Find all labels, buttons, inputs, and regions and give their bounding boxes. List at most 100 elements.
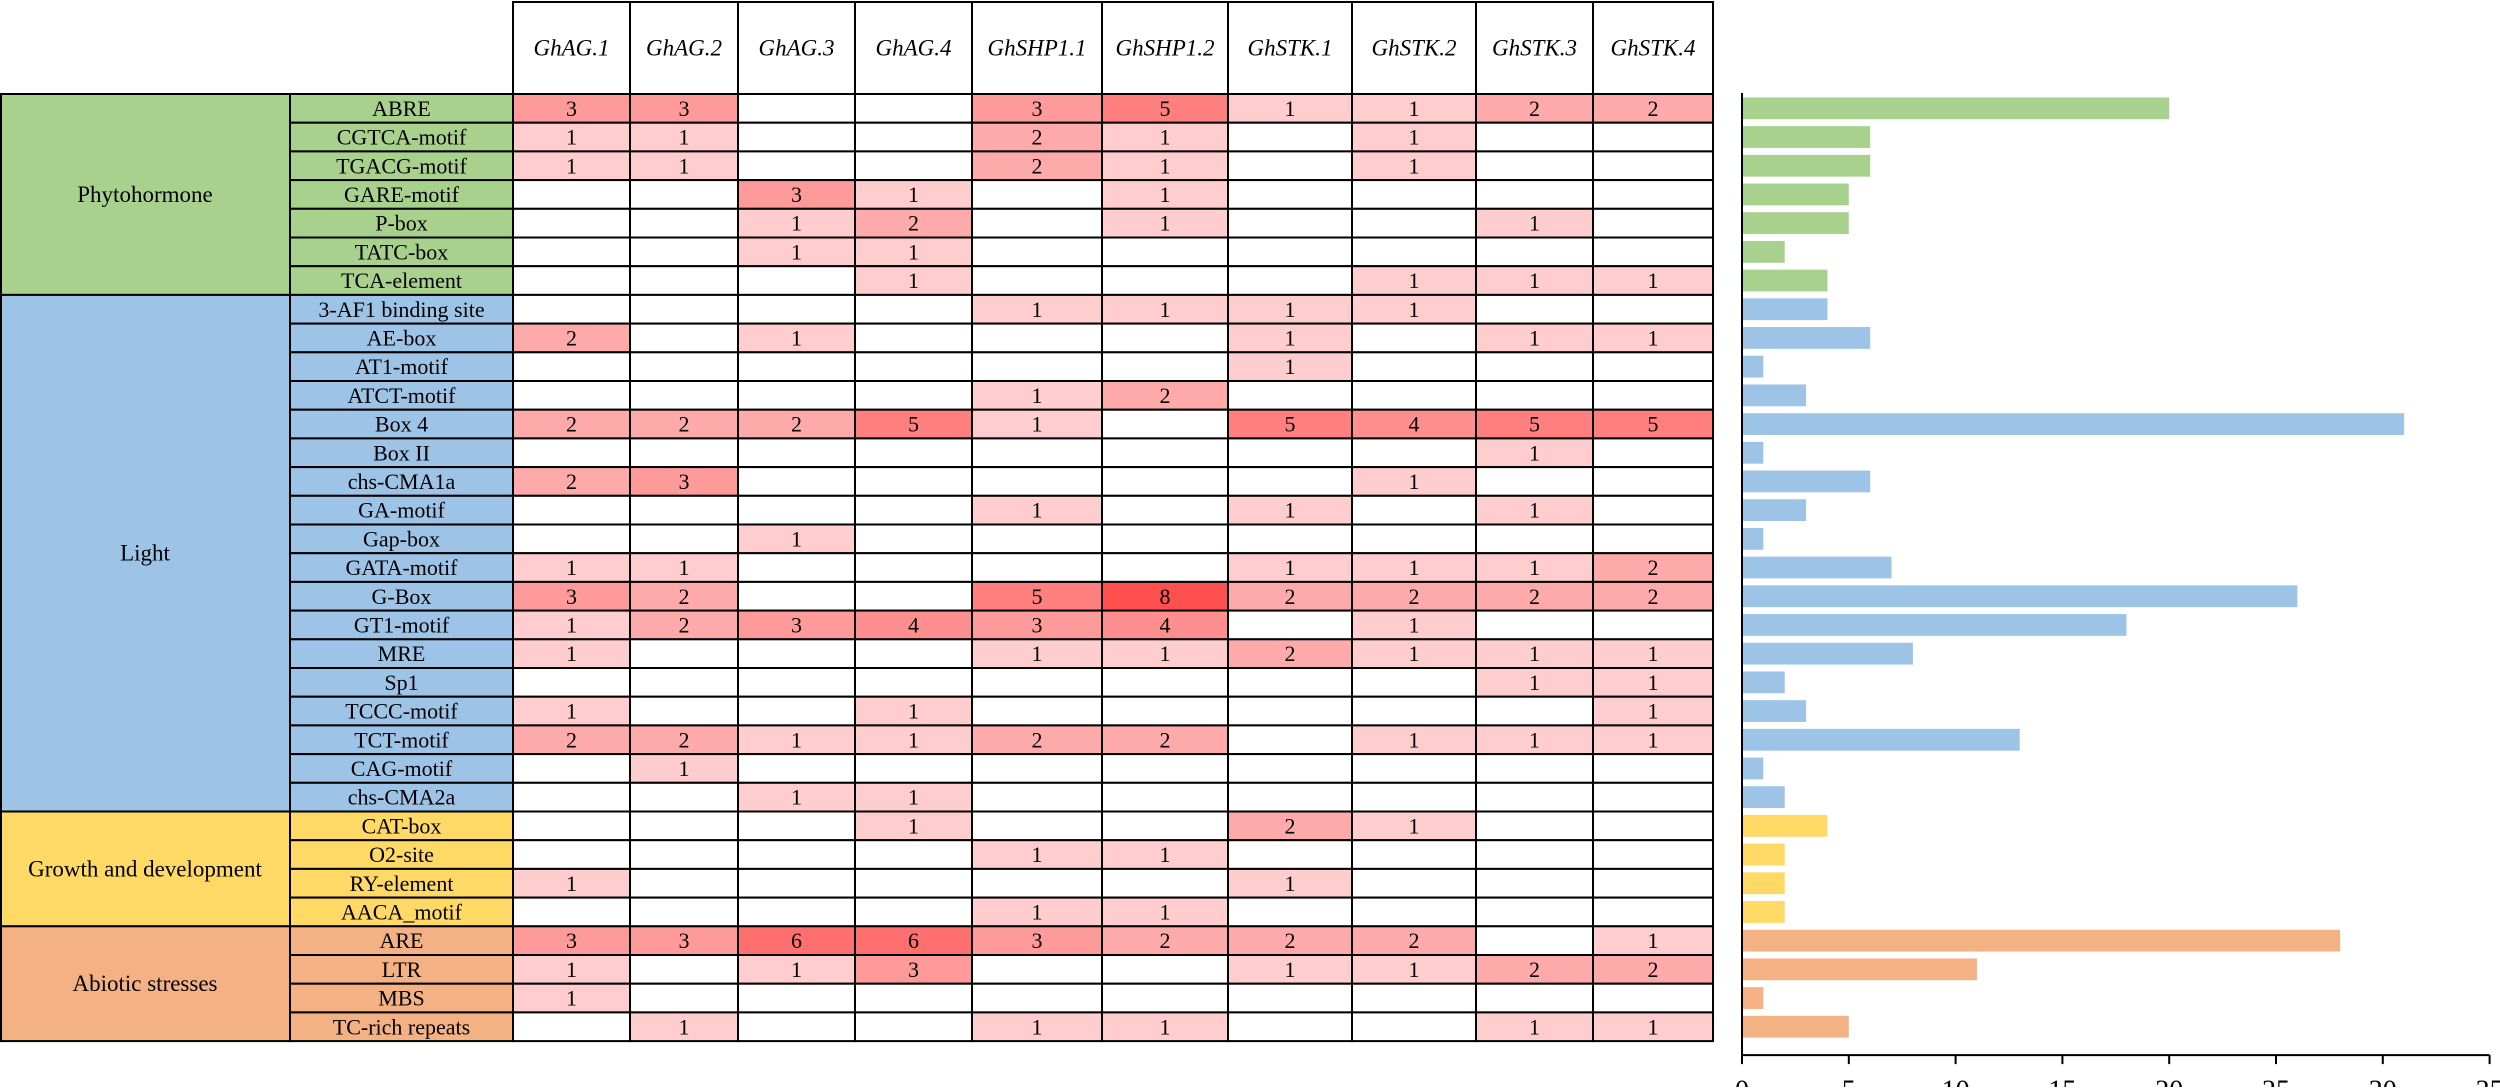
- heat-cell: [1101, 781, 1229, 813]
- heat-cell: [512, 408, 631, 440]
- heat-cell: [1101, 494, 1229, 526]
- motif-label-cell: [289, 466, 514, 497]
- heat-cell: [1351, 236, 1477, 268]
- heat-cell: [1351, 293, 1477, 325]
- heat-cell: [629, 925, 739, 956]
- motif-label: AT1-motif: [355, 354, 449, 379]
- motif-label-cell: [289, 954, 514, 985]
- heat-cell: [629, 150, 739, 182]
- heat-cell: [1351, 494, 1477, 526]
- heat-cell-value: 2: [1160, 928, 1171, 953]
- heat-cell-value: 1: [566, 871, 577, 896]
- heat-cell-value: 2: [908, 211, 919, 236]
- heat-cell: [512, 207, 631, 239]
- heat-cell-value: 1: [1160, 297, 1171, 322]
- heat-cell-value: 1: [1160, 1014, 1171, 1039]
- column-header-cell: [1101, 1, 1229, 95]
- heat-cell: [971, 638, 1103, 669]
- heat-cell-value: 2: [566, 727, 577, 752]
- motif-count-bar: [1742, 154, 1871, 177]
- heat-cell: [1475, 265, 1594, 296]
- heat-cell: [1227, 236, 1353, 268]
- heat-cell-value: 3: [679, 469, 690, 494]
- heat-cell: [1227, 437, 1353, 469]
- heat-cell: [1475, 839, 1594, 870]
- heat-cell-value: 1: [566, 699, 577, 724]
- group-label: Abiotic stresses: [72, 971, 217, 996]
- heat-cell-value: 1: [1648, 268, 1659, 293]
- heat-cell-value: 1: [1160, 842, 1171, 867]
- heat-cell-value: 1: [791, 727, 802, 752]
- motif-label-cell: [289, 380, 514, 411]
- heat-cell: [1101, 810, 1229, 842]
- motif-label-cell: [289, 552, 514, 583]
- heat-cell: [1351, 580, 1477, 612]
- heat-cell: [1475, 982, 1594, 1014]
- heat-cell: [1475, 667, 1594, 698]
- heat-cell: [512, 179, 631, 210]
- motif-label-cell: [289, 322, 514, 354]
- motif-label-cell: [289, 724, 514, 756]
- heat-cell-value: 2: [1529, 96, 1540, 121]
- motif-label-cell: [289, 408, 514, 440]
- heat-cell: [1592, 552, 1714, 583]
- heat-cell: [971, 236, 1103, 268]
- heat-cell-value: 1: [566, 641, 577, 666]
- heat-cell: [737, 724, 856, 756]
- motif-label-cell: [289, 207, 514, 239]
- heat-cell-value: 1: [1285, 498, 1296, 523]
- heat-cell: [1475, 179, 1594, 210]
- motif-count-bar: [1742, 384, 1807, 407]
- heat-cell: [1351, 896, 1477, 928]
- heat-cell: [971, 265, 1103, 296]
- heat-cell: [512, 236, 631, 268]
- heat-cell: [512, 580, 631, 612]
- heat-cell: [971, 667, 1103, 698]
- heat-cell: [1592, 93, 1714, 124]
- heat-cell: [1351, 667, 1477, 698]
- heat-cell-value: 1: [1648, 928, 1659, 953]
- heat-cell: [1592, 695, 1714, 727]
- heat-cell-value: 5: [1648, 412, 1659, 437]
- motif-label-cell: [289, 293, 514, 325]
- heat-cell: [1227, 667, 1353, 698]
- x-tick-label: 10: [1942, 1076, 1970, 1087]
- heat-cell: [1227, 753, 1353, 784]
- heat-cell: [1101, 265, 1229, 296]
- heat-cell: [854, 293, 973, 325]
- heat-cell: [1475, 466, 1594, 497]
- heat-cell: [854, 93, 973, 124]
- motif-count-bar: [1742, 814, 1828, 837]
- heat-cell-value: 2: [1648, 957, 1659, 982]
- x-tick-label: 35: [2476, 1076, 2500, 1087]
- heat-cell: [854, 753, 973, 784]
- heat-cell: [737, 667, 856, 698]
- heat-cell: [1592, 150, 1714, 182]
- heat-cell: [1475, 580, 1594, 612]
- x-tick-label: 5: [1842, 1076, 1856, 1087]
- heat-cell-value: 2: [679, 412, 690, 437]
- heat-cell-value: 1: [908, 785, 919, 810]
- x-tick-label: 0: [1735, 1076, 1749, 1087]
- heat-cell-value: 2: [1285, 813, 1296, 838]
- heat-cell: [629, 954, 739, 985]
- heat-cell: [737, 839, 856, 870]
- heat-cell-value: 1: [1285, 325, 1296, 350]
- heat-cell-value: 2: [679, 727, 690, 752]
- x-tick-label: 15: [2048, 1076, 2076, 1087]
- heat-cell: [971, 580, 1103, 612]
- heat-cell: [629, 839, 739, 870]
- heat-cell: [1351, 810, 1477, 842]
- heat-cell-value: 1: [1409, 813, 1420, 838]
- heat-cell: [1227, 179, 1353, 210]
- heat-cell: [1475, 867, 1594, 899]
- heat-cell: [854, 150, 973, 182]
- heat-cell-value: 1: [1409, 727, 1420, 752]
- heat-cell-value: 1: [1648, 325, 1659, 350]
- heat-cell: [1475, 781, 1594, 813]
- heat-cell-value: 1: [1409, 612, 1420, 637]
- heat-cell-value: 1: [908, 727, 919, 752]
- heat-cell-value: 1: [1032, 1014, 1043, 1039]
- heat-cell-value: 1: [1160, 899, 1171, 924]
- heat-cell: [512, 1011, 631, 1043]
